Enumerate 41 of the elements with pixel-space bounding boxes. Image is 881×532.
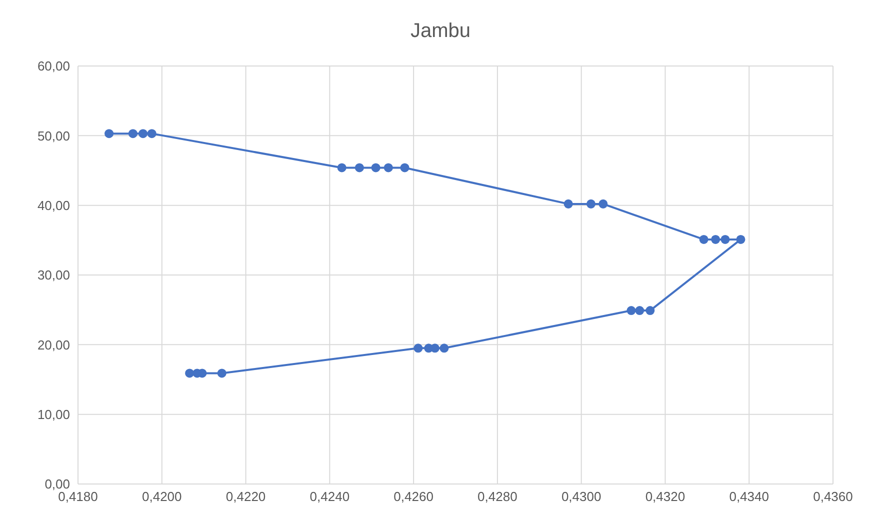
point [720,234,730,244]
x-tick-label: 0,4300 [561,489,602,504]
point [699,234,708,244]
x-tick-label: 0,4240 [310,489,350,504]
point [564,199,573,208]
point [646,306,655,316]
x-tick-label: 0,4180 [58,489,98,504]
x-tick-label: 0,4260 [394,489,434,504]
x-tick-label: 0,4340 [729,489,769,504]
point [586,199,596,208]
y-tick-label: 40,00 [37,198,70,213]
point [711,234,720,244]
point [185,368,194,378]
point [138,129,148,138]
point [128,129,138,138]
y-tick-label: 60,00 [37,58,70,74]
x-tick-label: 0,4220 [226,489,266,504]
point [147,129,156,138]
point [414,344,423,353]
point [736,234,746,244]
point [371,163,380,172]
point [337,163,346,172]
point [598,199,608,208]
point [440,344,449,353]
chart-title: Jambu [409,19,472,44]
x-tick-label: 0,4280 [478,489,518,504]
y-tick-label: 50,00 [37,128,70,144]
y-tick-label: 10,00 [37,406,70,422]
point [104,129,114,138]
point [400,163,410,172]
point [635,306,644,316]
y-tick-label: 20,00 [37,337,70,352]
x-tick-label: 0,4320 [645,489,686,504]
y-tick-label: 30,00 [37,268,70,283]
point [384,163,393,172]
y-tick-label: 0,00 [44,476,70,492]
x-tick-label: 0,4360 [813,489,853,504]
x-tick-label: 0,4200 [142,489,182,504]
point [217,368,226,378]
point [354,163,364,172]
point [626,306,636,316]
